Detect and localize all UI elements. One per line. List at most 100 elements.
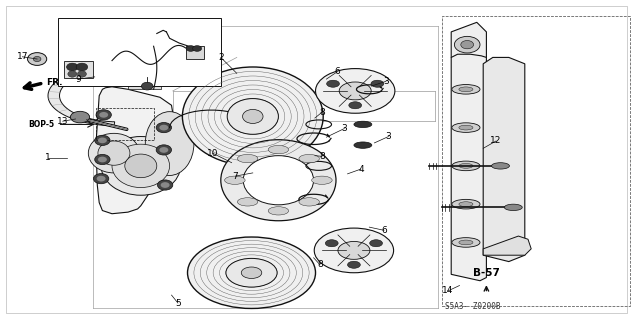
Text: 2: 2 xyxy=(218,53,223,62)
Ellipse shape xyxy=(348,261,360,268)
Ellipse shape xyxy=(339,82,371,100)
Ellipse shape xyxy=(243,109,263,123)
Text: FR.: FR. xyxy=(46,78,63,87)
Text: 14: 14 xyxy=(442,286,454,295)
Ellipse shape xyxy=(98,157,107,162)
Ellipse shape xyxy=(186,46,195,51)
Ellipse shape xyxy=(95,154,110,165)
Polygon shape xyxy=(96,87,174,214)
Ellipse shape xyxy=(125,154,157,178)
Ellipse shape xyxy=(371,80,384,87)
Ellipse shape xyxy=(157,180,173,190)
Ellipse shape xyxy=(101,137,180,195)
Ellipse shape xyxy=(97,176,106,182)
Bar xyxy=(128,80,144,89)
Text: 6: 6 xyxy=(381,226,387,235)
Ellipse shape xyxy=(98,137,107,143)
Ellipse shape xyxy=(159,147,168,153)
Ellipse shape xyxy=(141,82,153,90)
Text: 1: 1 xyxy=(45,153,51,162)
Ellipse shape xyxy=(370,240,383,247)
Text: 4: 4 xyxy=(358,165,364,174)
Ellipse shape xyxy=(145,112,194,175)
Polygon shape xyxy=(483,236,531,255)
Ellipse shape xyxy=(459,125,473,130)
Ellipse shape xyxy=(459,163,473,168)
Ellipse shape xyxy=(268,145,289,154)
Text: 13: 13 xyxy=(57,117,68,126)
Ellipse shape xyxy=(452,123,480,132)
Ellipse shape xyxy=(76,63,88,71)
Bar xyxy=(96,108,154,140)
Ellipse shape xyxy=(93,174,109,184)
Ellipse shape xyxy=(316,69,395,113)
Ellipse shape xyxy=(452,161,480,171)
Ellipse shape xyxy=(459,240,473,245)
Ellipse shape xyxy=(299,198,319,206)
Text: 6: 6 xyxy=(335,67,340,76)
Ellipse shape xyxy=(227,99,278,134)
Text: S5A3- Z0200B: S5A3- Z0200B xyxy=(445,302,500,311)
Ellipse shape xyxy=(188,237,316,308)
Ellipse shape xyxy=(354,142,372,148)
Ellipse shape xyxy=(459,87,473,92)
Ellipse shape xyxy=(96,110,111,120)
Ellipse shape xyxy=(452,85,480,94)
Ellipse shape xyxy=(193,46,202,51)
Ellipse shape xyxy=(338,241,370,259)
Ellipse shape xyxy=(452,199,480,209)
Ellipse shape xyxy=(77,71,86,77)
Text: 8: 8 xyxy=(319,152,324,161)
Ellipse shape xyxy=(312,176,332,184)
Ellipse shape xyxy=(237,198,258,206)
Bar xyxy=(64,61,93,78)
Ellipse shape xyxy=(70,111,90,123)
Ellipse shape xyxy=(28,53,47,65)
Ellipse shape xyxy=(68,71,77,77)
Ellipse shape xyxy=(461,41,474,49)
Text: B-57: B-57 xyxy=(473,268,500,278)
Ellipse shape xyxy=(459,202,473,207)
Ellipse shape xyxy=(349,102,362,109)
Ellipse shape xyxy=(33,56,41,62)
Ellipse shape xyxy=(99,112,108,118)
Ellipse shape xyxy=(237,154,258,163)
Ellipse shape xyxy=(156,122,172,133)
Ellipse shape xyxy=(326,80,339,87)
Text: 10: 10 xyxy=(207,149,218,158)
Ellipse shape xyxy=(314,228,394,273)
Ellipse shape xyxy=(112,144,170,188)
Ellipse shape xyxy=(95,135,110,145)
Text: 3: 3 xyxy=(342,124,347,133)
Text: 8: 8 xyxy=(319,108,324,117)
Polygon shape xyxy=(451,22,486,64)
Ellipse shape xyxy=(161,182,170,188)
Text: 5: 5 xyxy=(175,299,180,308)
Ellipse shape xyxy=(354,121,372,128)
Ellipse shape xyxy=(299,154,319,163)
Text: 3: 3 xyxy=(383,77,388,86)
Polygon shape xyxy=(48,65,115,126)
Text: BOP-5: BOP-5 xyxy=(28,120,54,129)
Ellipse shape xyxy=(454,36,480,53)
Ellipse shape xyxy=(67,63,78,71)
Ellipse shape xyxy=(452,238,480,247)
Ellipse shape xyxy=(241,267,262,278)
Polygon shape xyxy=(483,57,525,262)
Ellipse shape xyxy=(88,133,140,173)
Bar xyxy=(58,18,221,86)
Ellipse shape xyxy=(226,258,277,287)
Ellipse shape xyxy=(225,176,245,184)
Ellipse shape xyxy=(268,207,289,215)
Ellipse shape xyxy=(504,204,522,211)
Text: 7: 7 xyxy=(233,172,238,181)
Bar xyxy=(186,46,204,59)
Bar xyxy=(442,16,630,306)
Ellipse shape xyxy=(159,125,168,130)
Text: 8: 8 xyxy=(317,260,323,269)
Text: 17: 17 xyxy=(17,52,28,61)
Ellipse shape xyxy=(243,156,314,205)
Text: 12: 12 xyxy=(490,137,502,145)
Bar xyxy=(148,81,161,89)
Polygon shape xyxy=(451,54,486,281)
